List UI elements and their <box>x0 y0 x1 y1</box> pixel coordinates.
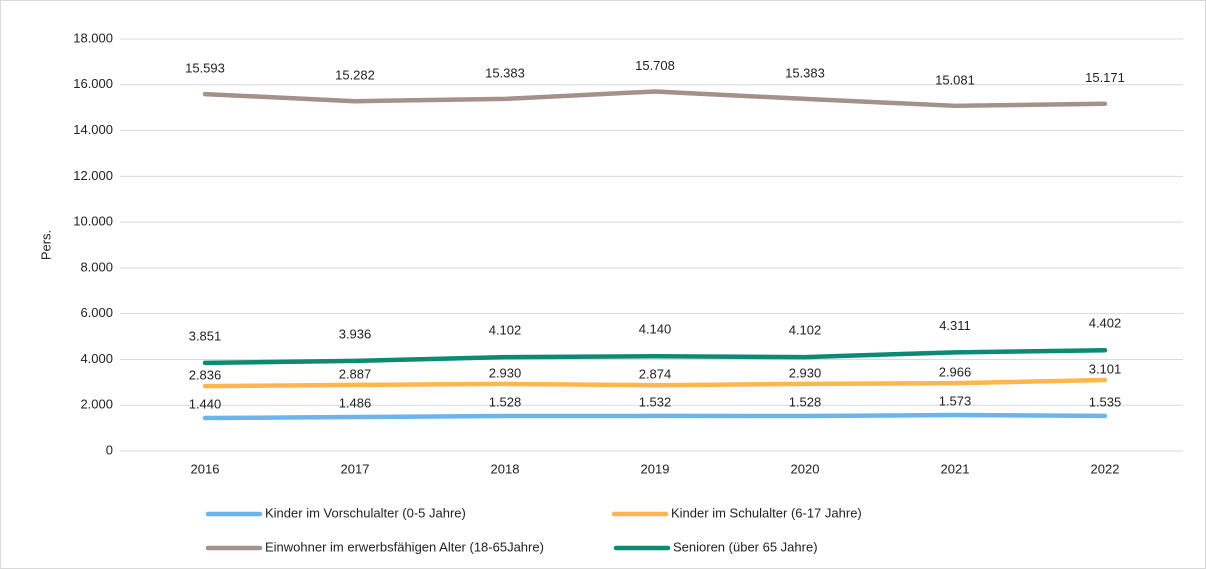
data-label: 1.573 <box>939 393 972 408</box>
data-label: 4.102 <box>489 323 522 338</box>
y-tick-label: 8.000 <box>80 259 113 274</box>
data-label: 1.528 <box>489 394 522 409</box>
data-label: 3.101 <box>1089 361 1122 376</box>
legend-label: Kinder im Vorschulalter (0-5 Jahre) <box>265 505 466 520</box>
y-tick-label: 10.000 <box>73 214 113 229</box>
y-tick-label: 12.000 <box>73 168 113 183</box>
series-line <box>202 377 1108 389</box>
y-tick-label: 0 <box>106 442 113 457</box>
data-label: 1.440 <box>189 396 222 411</box>
y-tick-label: 18.000 <box>73 30 113 45</box>
data-label: 15.383 <box>485 65 525 80</box>
data-label: 15.171 <box>1085 70 1125 85</box>
y-tick-label: 14.000 <box>73 122 113 137</box>
legend-label: Senioren (über 65 Jahre) <box>673 539 818 554</box>
y-axis-label: Pers. <box>38 230 53 260</box>
y-tick-label: 2.000 <box>80 397 113 412</box>
series-line <box>202 347 1108 366</box>
data-label: 4.402 <box>1089 316 1122 331</box>
data-label: 15.708 <box>635 58 675 73</box>
data-label: 15.282 <box>335 68 375 83</box>
x-tick-label: 2019 <box>641 461 670 476</box>
x-tick-label: 2020 <box>791 461 820 476</box>
data-label: 3.851 <box>189 328 222 343</box>
data-label: 1.486 <box>339 395 372 410</box>
x-tick-label: 2017 <box>341 461 370 476</box>
data-label: 1.528 <box>789 394 822 409</box>
x-tick-label: 2021 <box>941 461 970 476</box>
data-label: 2.966 <box>939 365 972 380</box>
y-tick-label: 4.000 <box>80 351 113 366</box>
series-line <box>202 89 1108 109</box>
data-label: 4.140 <box>639 322 672 337</box>
x-tick-label: 2018 <box>491 461 520 476</box>
legend-label: Einwohner im erwerbsfähigen Alter (18-65… <box>265 539 544 554</box>
data-label: 1.532 <box>639 394 672 409</box>
x-tick-label: 2016 <box>191 461 220 476</box>
legend-label: Kinder im Schulalter (6-17 Jahre) <box>671 505 862 520</box>
data-label: 15.593 <box>185 61 225 76</box>
data-label: 2.930 <box>789 365 822 380</box>
x-tick-label: 2022 <box>1091 461 1120 476</box>
series-line <box>202 412 1108 421</box>
data-label: 15.383 <box>785 65 825 80</box>
data-label: 3.936 <box>339 326 372 341</box>
data-label: 15.081 <box>935 72 975 87</box>
data-label: 1.535 <box>1089 394 1122 409</box>
y-tick-label: 6.000 <box>80 305 113 320</box>
data-label: 4.102 <box>789 323 822 338</box>
data-label: 2.887 <box>339 366 372 381</box>
data-label: 2.836 <box>189 368 222 383</box>
data-label: 2.874 <box>639 367 672 382</box>
y-tick-label: 16.000 <box>73 76 113 91</box>
data-label: 2.930 <box>489 365 522 380</box>
data-label: 4.311 <box>939 318 971 333</box>
